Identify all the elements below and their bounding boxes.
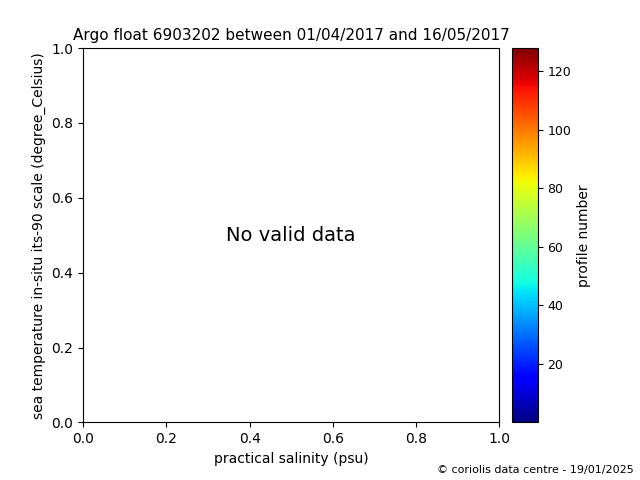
Y-axis label: sea temperature in-situ its-90 scale (degree_Celsius): sea temperature in-situ its-90 scale (de… <box>32 52 46 419</box>
Title: Argo float 6903202 between 01/04/2017 and 16/05/2017: Argo float 6903202 between 01/04/2017 an… <box>73 28 509 43</box>
Text: © coriolis data centre - 19/01/2025: © coriolis data centre - 19/01/2025 <box>437 465 634 475</box>
X-axis label: practical salinity (psu): practical salinity (psu) <box>214 452 369 466</box>
Y-axis label: profile number: profile number <box>577 184 591 287</box>
Text: No valid data: No valid data <box>227 226 356 245</box>
